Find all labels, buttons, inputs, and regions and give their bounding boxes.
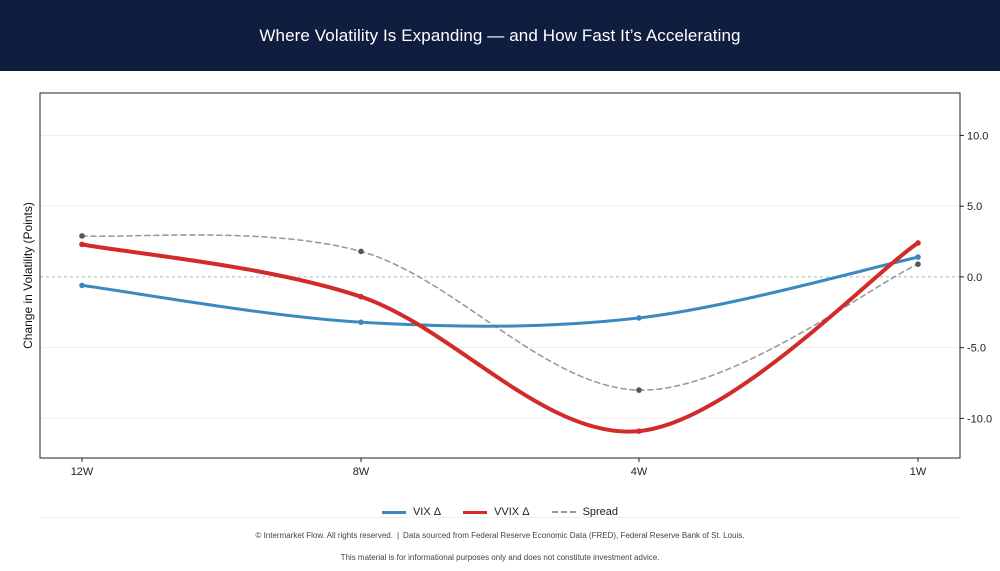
- data-point-spread: [636, 387, 642, 393]
- y-tick-label: -5.0: [967, 343, 986, 355]
- legend-label-vix: VIX Δ: [412, 506, 442, 518]
- title-banner: Where Volatility Is Expanding — and How …: [0, 0, 1000, 71]
- legend-label-spread: Spread: [582, 506, 619, 518]
- x-tick-label: 8W: [353, 466, 370, 478]
- data-point-vix: [915, 254, 921, 260]
- footer-divider: [40, 517, 960, 518]
- data-point-vix: [636, 315, 642, 321]
- chart-title: Where Volatility Is Expanding — and How …: [259, 25, 741, 45]
- y-tick-label: 10.0: [967, 130, 988, 142]
- data-point-vvix: [358, 293, 364, 300]
- y-tick-label: 0.0: [967, 272, 982, 284]
- legend-item-vix[interactable]: VIX Δ: [381, 506, 442, 518]
- data-point-vvix: [915, 240, 921, 246]
- legend-item-vvix[interactable]: VVIX Δ: [463, 506, 530, 518]
- footer-disclaimer: This material is for informational purpo…: [340, 553, 660, 562]
- series-line-vix: [80, 255, 920, 328]
- footer-attribution: © Intermarket Flow. All rights reserved.…: [0, 531, 1000, 540]
- line-chart: -10.0 -5.0 0.0 5.0 10.0 12W 8W 4W 1W Change in Vo…: [21, 92, 992, 478]
- legend-swatch-vix: [381, 510, 406, 514]
- data-point-spread: [358, 248, 364, 255]
- x-tick-label: 1W: [910, 466, 927, 478]
- data-point-spread: [79, 233, 85, 239]
- footer-separator: |: [396, 531, 400, 540]
- x-tick-label: 4W: [631, 466, 648, 478]
- legend-item-spread[interactable]: Spread: [551, 506, 619, 518]
- y-axis-label: Change in Volatility (Points): [21, 202, 35, 349]
- series-line-spread: [81, 234, 919, 391]
- plot-frame: [39, 92, 961, 459]
- legend-label-vvix: VVIX Δ: [494, 506, 530, 518]
- chart-legend: VIX Δ VVIX Δ Spread: [0, 506, 1000, 518]
- data-point-vvix: [636, 428, 642, 434]
- data-point-vix: [358, 319, 364, 325]
- y-tick-label: 5.0: [967, 201, 982, 213]
- data-point-vvix: [79, 241, 85, 248]
- footer-source: Data sourced from Federal Reserve Econom…: [403, 531, 745, 540]
- x-tick-label: 12W: [71, 466, 94, 478]
- series-line-vvix: [80, 240, 920, 434]
- data-point-vix: [79, 282, 85, 289]
- legend-swatch-spread: [551, 511, 576, 513]
- data-point-spread: [915, 261, 921, 267]
- footer-copyright: © Intermarket Flow. All rights reserved.: [255, 531, 393, 540]
- y-tick-label: -10.0: [967, 413, 992, 425]
- legend-swatch-vvix: [463, 510, 488, 514]
